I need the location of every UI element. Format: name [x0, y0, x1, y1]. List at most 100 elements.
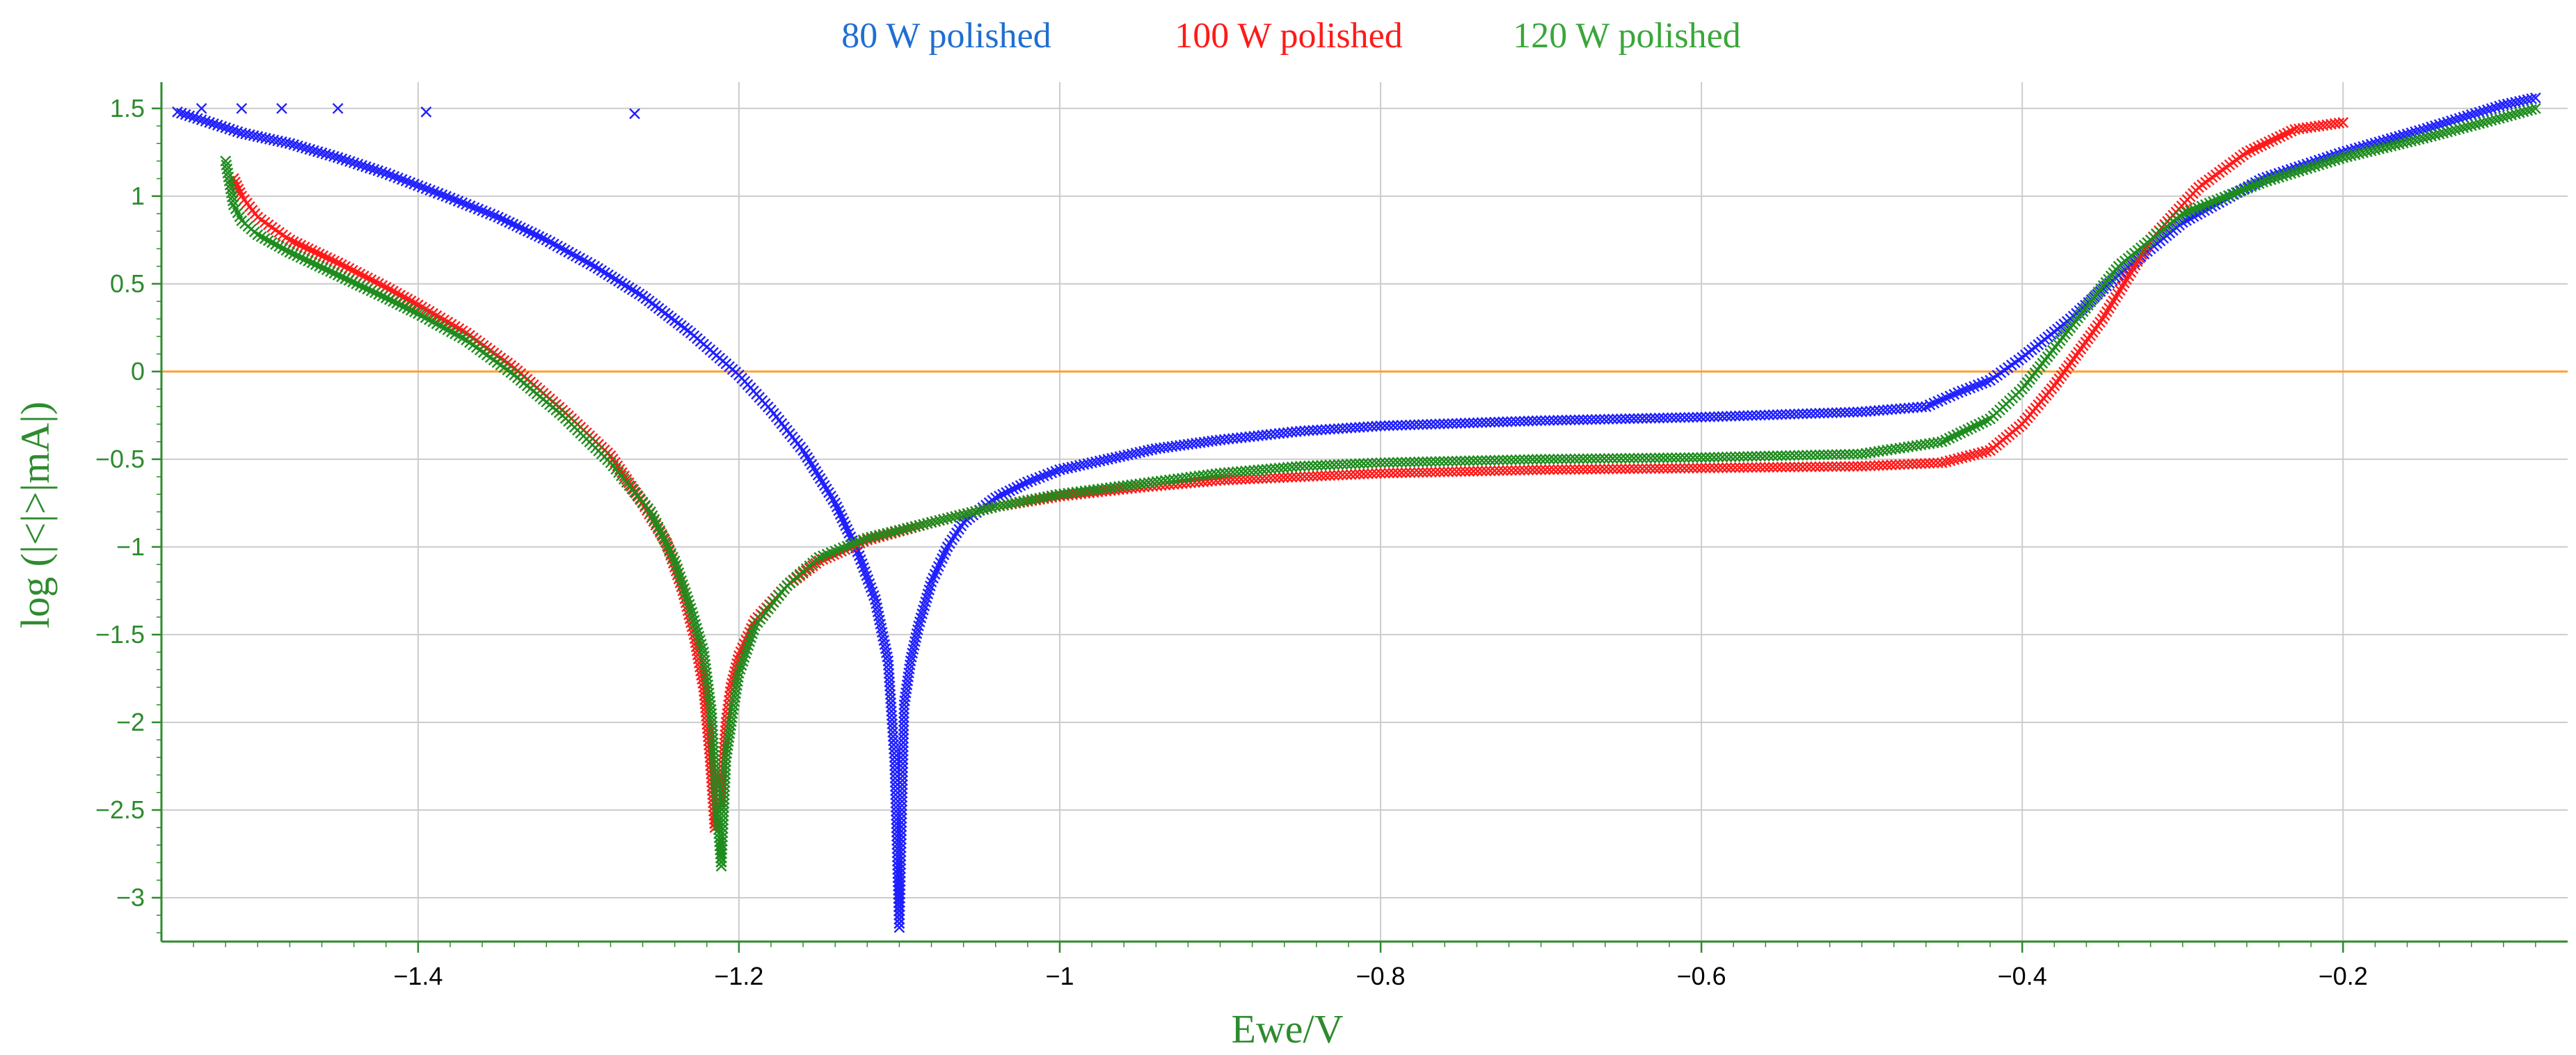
- data-point-marker: [1110, 452, 1122, 463]
- data-point-marker: [1831, 449, 1843, 460]
- data-point-marker: [316, 147, 328, 159]
- data-point-marker: [1806, 461, 1817, 473]
- x-tick-label: −1.2: [714, 962, 763, 990]
- data-point-marker: [938, 514, 949, 525]
- data-point-marker: [896, 842, 907, 853]
- data-point-marker: [1328, 423, 1340, 435]
- data-point-marker: [1518, 464, 1530, 476]
- data-point-marker: [930, 516, 941, 528]
- data-point-marker: [715, 856, 727, 868]
- data-point-marker: [1767, 461, 1779, 473]
- data-point-marker: [715, 860, 727, 872]
- data-point-marker: [1438, 418, 1449, 429]
- data-point-marker: [1273, 462, 1285, 474]
- data-point-marker: [1396, 467, 1408, 479]
- data-point-marker: [1472, 455, 1484, 466]
- data-point-marker: [1637, 413, 1648, 425]
- x-tick-label: −0.8: [1356, 962, 1406, 990]
- data-point-marker: [883, 667, 895, 679]
- data-point-marker: [1911, 458, 1923, 470]
- data-point-marker: [1607, 413, 1619, 425]
- data-point-marker: [1632, 413, 1644, 425]
- data-point-marker: [716, 852, 727, 864]
- data-point-marker: [742, 640, 754, 651]
- data-point-marker: [1666, 463, 1678, 474]
- data-point-marker: [320, 148, 332, 160]
- data-point-marker: [1383, 467, 1395, 479]
- data-point-marker: [690, 619, 701, 630]
- data-point-marker: [2265, 174, 2277, 185]
- data-point-marker: [719, 772, 731, 784]
- data-point-marker: [2422, 122, 2433, 134]
- data-point-marker: [708, 745, 719, 757]
- data-point-marker: [1759, 450, 1770, 462]
- data-point-marker: [1392, 457, 1404, 468]
- data-point-marker: [1944, 455, 1956, 466]
- data-point-marker: [1400, 457, 1412, 468]
- data-point-marker: [877, 528, 889, 540]
- data-point-marker: [1522, 464, 1534, 476]
- data-point-marker: [916, 608, 928, 619]
- data-point-marker: [2486, 103, 2497, 114]
- data-point-marker: [1543, 464, 1555, 475]
- data-point-marker: [2329, 154, 2341, 166]
- data-point-marker: [1557, 463, 1568, 475]
- data-point-marker: [2394, 138, 2405, 150]
- data-point-marker: [1290, 461, 1302, 473]
- data-point-marker: [1269, 472, 1281, 484]
- data-point-marker: [919, 600, 930, 612]
- data-point-marker: [1738, 451, 1749, 462]
- x-tick-label: −1.4: [393, 962, 443, 990]
- data-point-marker: [2281, 169, 2293, 180]
- data-point-marker: [2454, 113, 2465, 125]
- data-point-marker: [1594, 453, 1606, 464]
- data-point-marker: [240, 128, 251, 140]
- data-point-marker: [708, 741, 719, 753]
- data-point-marker: [1674, 462, 1686, 474]
- data-point-marker: [1379, 457, 1390, 468]
- data-point-marker: [1586, 453, 1598, 464]
- data-point-marker: [886, 526, 897, 538]
- data-point-marker: [716, 848, 728, 859]
- data-point-marker: [1531, 415, 1543, 427]
- data-point-marker: [873, 530, 885, 541]
- data-point-marker: [1611, 463, 1623, 475]
- data-point-marker: [1839, 406, 1851, 418]
- data-point-marker: [264, 134, 276, 145]
- data-point-marker: [946, 511, 957, 523]
- data-point-marker: [2518, 106, 2529, 118]
- data-point-marker: [2506, 97, 2518, 109]
- data-point-marker: [898, 707, 909, 719]
- data-point-marker: [1082, 458, 1094, 470]
- data-point-marker: [1899, 402, 1910, 414]
- data-point-marker: [1847, 448, 1859, 460]
- data-point-marker: [897, 775, 908, 786]
- data-point-marker: [2401, 128, 2413, 140]
- data-point-marker: [1557, 453, 1568, 465]
- data-point-marker: [1316, 424, 1327, 436]
- data-point-marker: [2422, 132, 2433, 143]
- data-point-marker: [717, 835, 729, 847]
- y-tick-label: 0.5: [110, 269, 145, 298]
- data-point-marker: [1712, 451, 1724, 463]
- data-point-marker: [1822, 449, 1834, 461]
- data-point-marker: [1353, 422, 1365, 433]
- data-point-marker: [1299, 460, 1310, 472]
- data-point-marker: [882, 655, 894, 667]
- data-point-marker: [986, 502, 997, 514]
- data-point-marker: [1806, 408, 1817, 420]
- data-point-marker: [966, 507, 978, 518]
- data-point-marker: [1062, 462, 1074, 474]
- data-point-marker: [1679, 462, 1690, 474]
- data-point-marker: [1822, 407, 1834, 419]
- data-point-marker: [1290, 426, 1302, 438]
- data-point-marker: [1392, 467, 1404, 479]
- data-point-marker: [893, 525, 905, 536]
- data-point-marker: [1738, 410, 1749, 422]
- data-point-marker: [2502, 110, 2513, 122]
- data-point-marker: [1468, 466, 1479, 477]
- data-point-marker: [889, 764, 900, 776]
- data-point-marker: [733, 672, 744, 683]
- data-point-marker: [2410, 126, 2421, 138]
- data-point-marker: [718, 793, 730, 805]
